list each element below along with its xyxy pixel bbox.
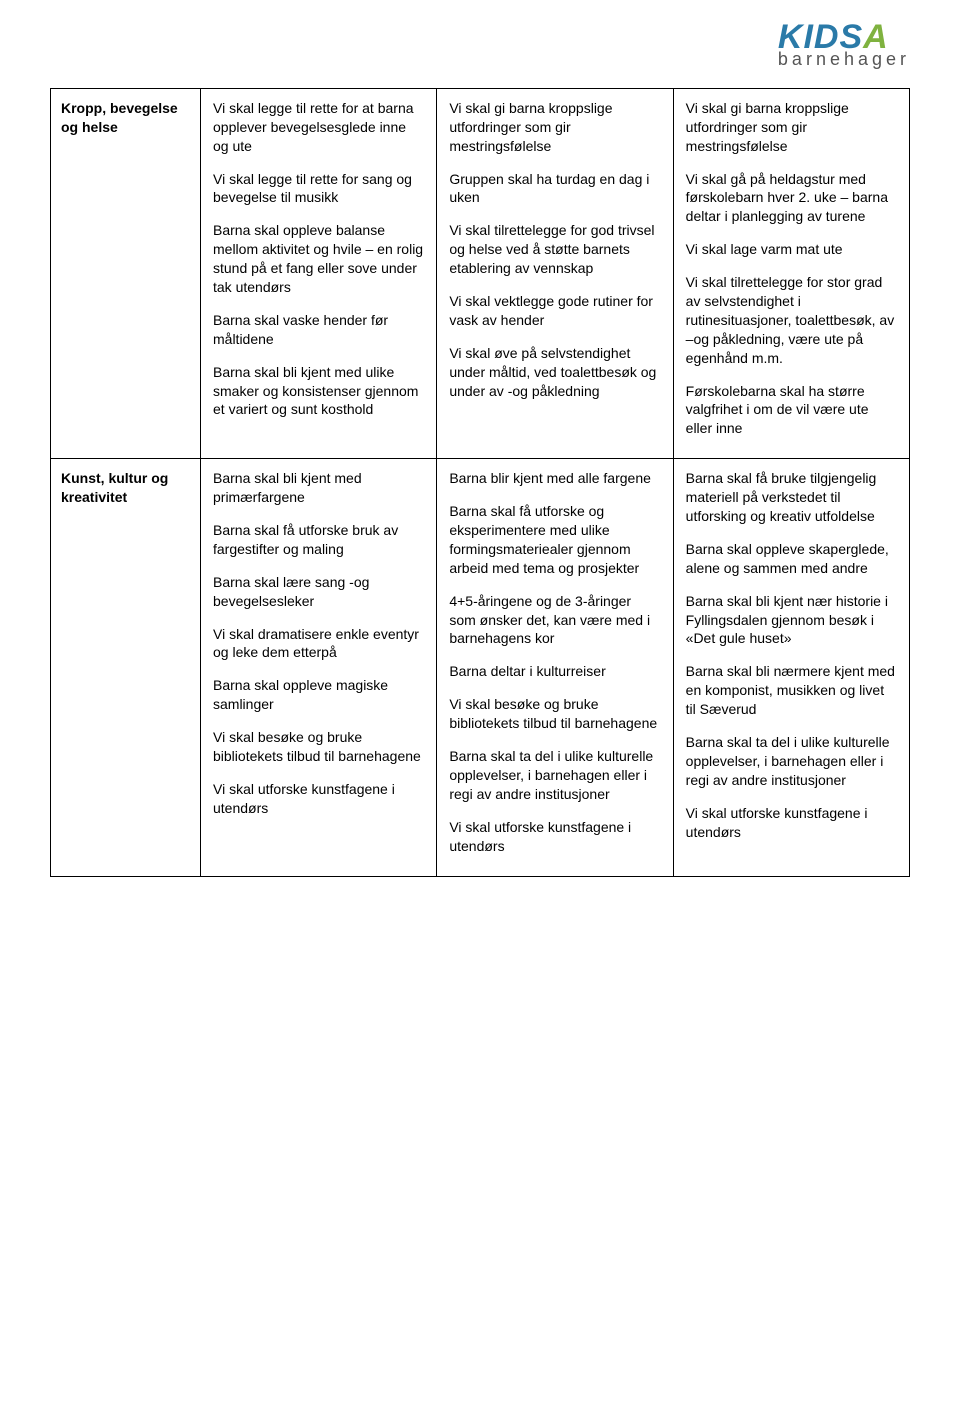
paragraph: Barna skal oppleve magiske samlinger bbox=[213, 676, 424, 714]
paragraph: Barna blir kjent med alle fargene bbox=[449, 469, 660, 488]
paragraph: Vi skal legge til rette for at barna opp… bbox=[213, 99, 424, 156]
cell-col3: Vi skal gi barna kroppslige utfordringer… bbox=[673, 88, 909, 458]
cell-col1: Vi skal legge til rette for at barna opp… bbox=[201, 88, 437, 458]
paragraph: Barna skal oppleve skaperglede, alene og… bbox=[686, 540, 897, 578]
logo-inner: KIDSA barnehager bbox=[778, 20, 910, 68]
paragraph: Vi skal gi barna kroppslige utfordringer… bbox=[686, 99, 897, 156]
logo-subtitle: barnehager bbox=[778, 50, 910, 68]
paragraph: Vi skal gi barna kroppslige utfordringer… bbox=[449, 99, 660, 156]
paragraph: Vi skal tilrettelegge for stor grad av s… bbox=[686, 273, 897, 367]
paragraph: Vi skal besøke og bruke bibliotekets til… bbox=[449, 695, 660, 733]
paragraph: Barna skal vaske hender før måltidene bbox=[213, 311, 424, 349]
paragraph: Vi skal utforske kunstfagene i utendørs bbox=[686, 804, 897, 842]
cell-col2: Barna blir kjent med alle fargene Barna … bbox=[437, 459, 673, 876]
paragraph: Vi skal lage varm mat ute bbox=[686, 240, 897, 259]
paragraph: Barna skal lære sang -og bevegelsesleker bbox=[213, 573, 424, 611]
paragraph: Vi skal dramatisere enkle eventyr og lek… bbox=[213, 625, 424, 663]
paragraph: Barna skal ta del i ulike kulturelle opp… bbox=[449, 747, 660, 804]
paragraph: Vi skal utforske kunstfagene i utendørs bbox=[213, 780, 424, 818]
cell-col1: Barna skal bli kjent med primærfargene B… bbox=[201, 459, 437, 876]
paragraph: 4+5-åringene og de 3-åringer som ønsker … bbox=[449, 592, 660, 649]
paragraph: Barna deltar i kulturreiser bbox=[449, 662, 660, 681]
content-table: Kropp, bevegelse og helse Vi skal legge … bbox=[50, 88, 910, 877]
cell-col2: Vi skal gi barna kroppslige utfordringer… bbox=[437, 88, 673, 458]
paragraph: Førskolebarna skal ha større valgfrihet … bbox=[686, 382, 897, 439]
paragraph: Vi skal vektlegge gode rutiner for vask … bbox=[449, 292, 660, 330]
paragraph: Barna skal oppleve balanse mellom aktivi… bbox=[213, 221, 424, 297]
paragraph: Vi skal legge til rette for sang og beve… bbox=[213, 170, 424, 208]
table-row: Kunst, kultur og kreativitet Barna skal … bbox=[51, 459, 910, 876]
paragraph: Vi skal tilrettelegge for god trivsel og… bbox=[449, 221, 660, 278]
paragraph: Barna skal bli kjent med primærfargene bbox=[213, 469, 424, 507]
paragraph: Barna skal bli kjent nær historie i Fyll… bbox=[686, 592, 897, 649]
paragraph: Vi skal besøke og bruke bibliotekets til… bbox=[213, 728, 424, 766]
paragraph: Barna skal bli kjent med ulike smaker og… bbox=[213, 363, 424, 420]
row-label: Kropp, bevegelse og helse bbox=[51, 88, 201, 458]
paragraph: Barna skal få bruke tilgjengelig materie… bbox=[686, 469, 897, 526]
paragraph: Barna skal få utforske bruk av fargestif… bbox=[213, 521, 424, 559]
paragraph: Barna skal få utforske og eksperimentere… bbox=[449, 502, 660, 578]
logo: KIDSA barnehager bbox=[50, 20, 910, 70]
cell-col3: Barna skal få bruke tilgjengelig materie… bbox=[673, 459, 909, 876]
paragraph: Gruppen skal ha turdag en dag i uken bbox=[449, 170, 660, 208]
paragraph: Vi skal utforske kunstfagene i utendørs bbox=[449, 818, 660, 856]
paragraph: Barna skal ta del i ulike kulturelle opp… bbox=[686, 733, 897, 790]
table-row: Kropp, bevegelse og helse Vi skal legge … bbox=[51, 88, 910, 458]
paragraph: Barna skal bli nærmere kjent med en komp… bbox=[686, 662, 897, 719]
paragraph: Vi skal gå på heldagstur med førskolebar… bbox=[686, 170, 897, 227]
row-label: Kunst, kultur og kreativitet bbox=[51, 459, 201, 876]
paragraph: Vi skal øve på selvstendighet under målt… bbox=[449, 344, 660, 401]
